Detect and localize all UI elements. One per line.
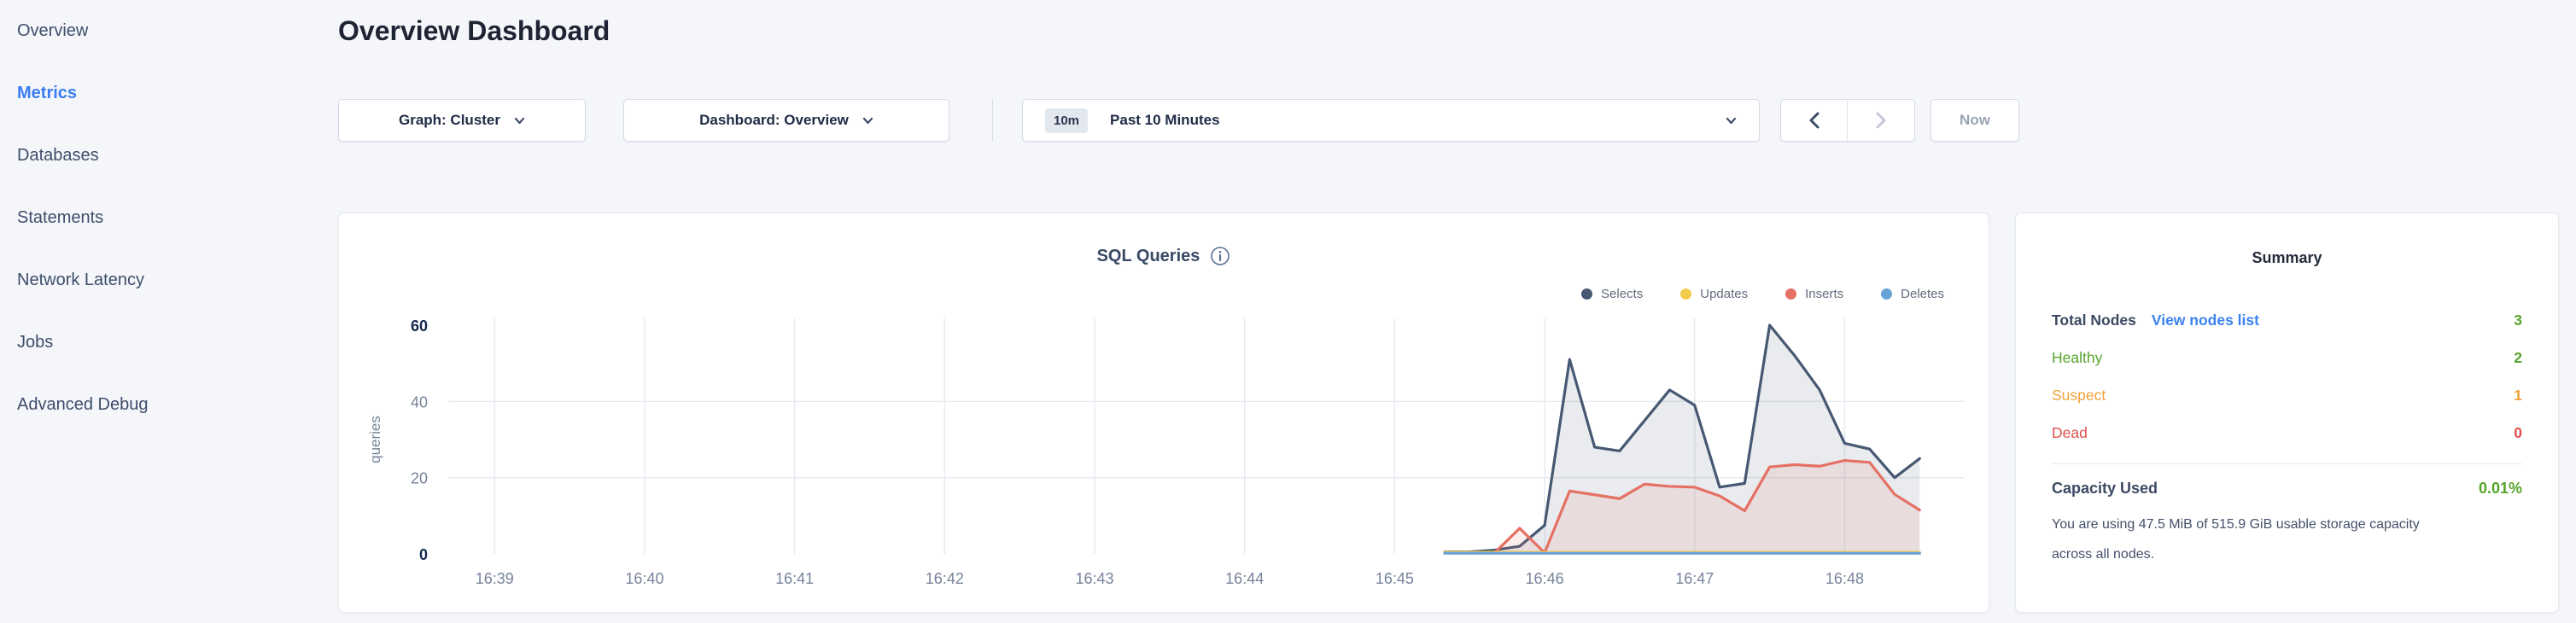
capacity-used-label: Capacity Used	[2052, 480, 2158, 497]
svg-text:16:39: 16:39	[476, 570, 514, 587]
legend-label: Deletes	[1901, 287, 1944, 301]
controls-divider	[992, 99, 993, 142]
total-nodes-row: Total Nodes View nodes list 3	[2052, 301, 2522, 339]
dead-label: Dead	[2052, 423, 2088, 441]
svg-text:0: 0	[419, 546, 428, 563]
chart-title: SQL Queries	[1096, 246, 1200, 265]
graph-dropdown[interactable]: Graph: Cluster	[338, 99, 586, 142]
chevron-down-icon	[1726, 117, 1737, 124]
graph-dropdown-label: Graph: Cluster	[398, 112, 501, 128]
time-range-selector[interactable]: 10m Past 10 Minutes	[1022, 99, 1760, 142]
sidebar: Overview Metrics Databases Statements Ne…	[0, 0, 338, 623]
healthy-label: Healthy	[2052, 348, 2103, 366]
sidebar-item-network-latency[interactable]: Network Latency	[17, 271, 144, 289]
svg-text:40: 40	[411, 393, 428, 410]
svg-text:16:45: 16:45	[1376, 570, 1414, 587]
legend-dot	[1785, 288, 1797, 300]
sidebar-item-metrics[interactable]: Metrics	[17, 84, 78, 102]
svg-text:16:47: 16:47	[1675, 570, 1714, 587]
summary-title: Summary	[2252, 249, 2322, 266]
svg-text:16:43: 16:43	[1075, 570, 1113, 587]
summary-divider	[2052, 463, 2522, 464]
legend-label: Updates	[1700, 287, 1749, 301]
sql-queries-chart-card: 16:39 16:40 16:41 16:42 16:43 16:44 16:45 16:46…	[338, 213, 1989, 613]
controls-row: Graph: Cluster Dashboard: Overview 10m P…	[338, 99, 2019, 142]
chevron-left-icon	[1809, 112, 1819, 129]
total-nodes-value: 3	[2514, 311, 2522, 329]
svg-text:16:41: 16:41	[775, 570, 814, 587]
suspect-value: 1	[2514, 386, 2522, 404]
dashboard-dropdown[interactable]: Dashboard: Overview	[623, 99, 949, 142]
legend-item-selects[interactable]: Selects	[1581, 287, 1643, 301]
legend-label: Selects	[1601, 287, 1644, 301]
total-nodes-label: Total Nodes	[2052, 311, 2136, 329]
legend-label: Inserts	[1805, 287, 1844, 301]
svg-text:16:40: 16:40	[625, 570, 663, 587]
suspect-label: Suspect	[2052, 386, 2106, 404]
chart-legend: Selects Updates Inserts Deletes	[1581, 287, 1944, 301]
legend-dot	[1581, 288, 1593, 300]
time-step-back-button[interactable]	[1781, 100, 1848, 141]
time-step-forward-button[interactable]	[1848, 100, 1914, 141]
dead-value: 0	[2514, 423, 2522, 441]
page-title: Overview Dashboard	[338, 15, 610, 46]
sql-queries-chart[interactable]: 16:39 16:40 16:41 16:42 16:43 16:44 16:45 16:46…	[339, 213, 1990, 614]
legend-item-inserts[interactable]: Inserts	[1785, 287, 1843, 301]
svg-text:16:48: 16:48	[1825, 570, 1864, 587]
sidebar-item-advanced-debug[interactable]: Advanced Debug	[17, 395, 149, 414]
time-step-buttons	[1780, 99, 1915, 142]
dashboard-dropdown-label: Dashboard: Overview	[699, 112, 849, 128]
summary-panel: Summary Total Nodes View nodes list 3 He…	[2015, 213, 2559, 613]
legend-item-updates[interactable]: Updates	[1680, 287, 1748, 301]
chevron-down-icon	[514, 117, 525, 124]
sidebar-item-databases[interactable]: Databases	[17, 146, 99, 165]
capacity-used-row: Capacity Used 0.01%	[2052, 480, 2522, 498]
capacity-used-value: 0.01%	[2478, 480, 2522, 497]
legend-dot	[1680, 288, 1692, 300]
now-button[interactable]: Now	[1931, 99, 2019, 142]
svg-text:16:44: 16:44	[1225, 570, 1264, 587]
sidebar-item-statements[interactable]: Statements	[17, 208, 104, 227]
time-range-badge: 10m	[1045, 108, 1089, 133]
sidebar-item-overview[interactable]: Overview	[17, 21, 89, 40]
time-range-label: Past 10 Minutes	[1110, 112, 1220, 128]
svg-text:16:42: 16:42	[926, 570, 964, 587]
legend-item-deletes[interactable]: Deletes	[1881, 287, 1944, 301]
healthy-nodes-row: Healthy 2	[2052, 339, 2522, 376]
capacity-description: You are using 47.5 MiB of 515.9 GiB usab…	[2052, 517, 2420, 562]
legend-dot	[1881, 288, 1893, 300]
chevron-right-icon	[1876, 112, 1886, 129]
svg-text:20: 20	[411, 470, 428, 487]
view-nodes-list-link[interactable]: View nodes list	[2151, 311, 2259, 329]
info-icon[interactable]	[1210, 246, 1230, 266]
sidebar-item-jobs[interactable]: Jobs	[17, 333, 54, 352]
healthy-value: 2	[2514, 348, 2522, 366]
dead-nodes-row: Dead 0	[2052, 414, 2522, 451]
svg-text:queries: queries	[367, 416, 383, 463]
svg-text:16:46: 16:46	[1526, 570, 1564, 587]
chevron-down-icon	[862, 117, 873, 124]
svg-text:60: 60	[411, 317, 428, 335]
suspect-nodes-row: Suspect 1	[2052, 376, 2522, 414]
